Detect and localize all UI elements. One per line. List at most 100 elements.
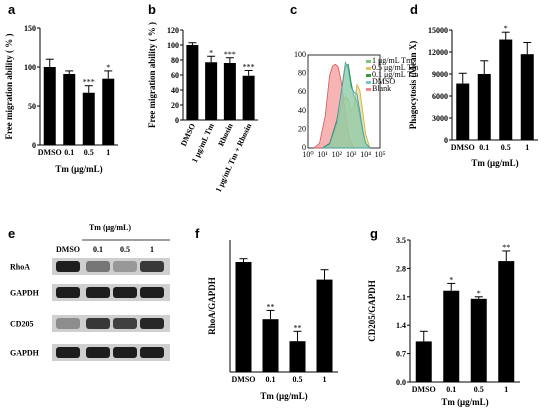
x-tick-label: 10² [332,150,343,159]
significance-mark: * [209,48,213,57]
y-tick-label: 0 [175,116,179,125]
blot-band [86,261,110,272]
bar [477,74,491,140]
blot-band [113,347,137,358]
panel-label-d: d [410,2,418,17]
chart-flow-histogram: 0 20 40 60 80 100 10⁰ 10¹ 10² 10³ 10⁴ 10⁵ 1 μg/mL Tm… [294,50,419,159]
bar [316,279,333,372]
blot-band [140,318,164,329]
panel-label-f: f [195,226,200,241]
y-tick-label: 3000 [432,114,448,123]
bar [520,54,534,141]
x-axis-title: Tm (μg/mL) [55,164,102,174]
x-tick-label: DMSO [232,375,256,384]
panel-label-e: e [8,226,15,241]
bar [443,290,460,382]
legend-label: 0.5 μg/mL Tm [372,63,419,72]
x-tick-label: 1 [525,143,529,152]
bar [43,67,56,145]
y-tick-label: 9000 [432,70,448,79]
legend-label: 0.1 μg/mL Tm [372,70,419,79]
y-tick-label: 120 [167,26,179,35]
blot-strip [52,315,170,332]
blot-band [140,287,164,298]
bar [223,63,236,120]
blot-row-label: GAPDH [10,349,40,358]
y-tick-label: 3.5 [396,236,406,245]
x-tick-label: 1 μg/mL Tm + Rhosin [214,122,254,194]
x-tick-label: 10⁴ [360,150,371,159]
y-tick-label: 150 [24,24,36,33]
significance-mark: ** [502,243,510,252]
legend-swatch [366,67,371,70]
y-axis-title: CD205/GAPDH [367,280,377,342]
legend-label: DMSO [372,77,395,86]
bar [456,83,470,140]
blot-band [86,287,110,298]
blot-band [56,318,80,329]
lane-label: 1 [150,245,154,254]
lane-label: DMSO [56,245,80,254]
x-tick-label: 0.5 [84,148,94,157]
x-axis-title: Tm (μg/mL) [471,158,518,168]
x-tick-label: 0.5 [293,375,303,384]
bar [470,298,487,382]
blot-band [86,347,110,358]
x-tick-label: 10⁰ [302,150,313,159]
x-tick-label: 1 [504,385,508,394]
blot-strip [52,344,170,361]
y-tick-label: 50 [28,102,36,111]
y-tick-label: 20 [171,101,179,110]
bar [289,341,306,372]
bar [186,45,199,120]
blot-band [113,287,137,298]
bar [499,39,513,140]
bar [498,261,515,382]
lane-label: 0.5 [120,245,130,254]
blot-band [56,287,80,298]
bar [262,319,279,372]
y-tick-label: 100 [167,41,179,50]
x-tick-label: 10¹ [317,150,328,159]
y-tick-label: 20 [298,124,306,133]
y-tick-label: 0.0 [396,378,406,387]
x-tick-label: DMSO [412,385,436,394]
blot-strip [52,258,170,275]
y-tick-label: 12000 [428,48,448,57]
bar [235,262,252,372]
legend-swatch [366,74,371,77]
x-tick-label: 0.1 [266,375,276,384]
x-tick-label: 0.1 [479,143,489,152]
y-tick-label: 80 [171,56,179,65]
y-tick-label: 0 [32,141,36,150]
x-tick-label: 1 [323,375,327,384]
x-tick-label: 0.1 [64,148,74,157]
legend-swatch [366,81,371,84]
legend-swatch [366,60,371,63]
lane-label: 0.1 [93,245,103,254]
blot-row-label: GAPDH [10,289,40,298]
blot-header: Tm (μg/mL) [89,223,131,232]
y-tick-label: 2.8 [396,264,406,273]
y-tick-label: 0 [444,136,448,145]
significance-mark: * [106,63,110,72]
significance-mark: *** [83,78,95,87]
y-axis-title: Free migration ability ( % ) [147,22,157,128]
significance-mark: * [477,289,481,298]
blot-row-label: CD205 [10,320,34,329]
y-tick-label: 6000 [432,92,448,101]
y-tick-label: 40 [171,86,179,95]
x-tick-label: DMSO [451,143,475,152]
histogram-area [322,60,371,149]
y-tick-label: 60 [171,71,179,80]
legend-label: 1 μg/mL Tm [372,56,413,65]
blot-band [113,261,137,272]
x-tick-label: 0.5 [474,385,484,394]
panel-label-c: c [290,2,297,17]
x-tick-label: 1 [106,148,110,157]
significance-mark: ** [267,302,275,311]
y-tick-label: 2.1 [396,293,406,302]
legend-label: Blank [372,84,391,93]
significance-mark: *** [243,63,255,72]
